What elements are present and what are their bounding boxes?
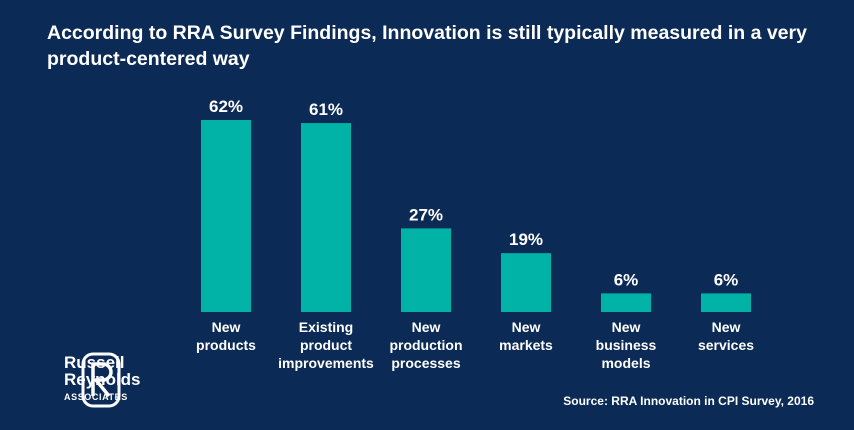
- category-label-5: New services: [698, 319, 754, 353]
- bar-4: [601, 293, 651, 312]
- bar-1: [301, 123, 351, 312]
- bar-value-label-3: 19%: [509, 230, 543, 249]
- bar-value-label-5: 6%: [714, 270, 739, 289]
- logo-line-2: Reynolds: [64, 370, 141, 389]
- russell-reynolds-logo-icon: [81, 352, 121, 408]
- bar-value-label-1: 61%: [309, 100, 343, 119]
- bar-value-label-2: 27%: [409, 205, 443, 224]
- bar-5: [701, 293, 751, 312]
- bar-3: [501, 253, 551, 312]
- category-label-4: New business models: [596, 319, 657, 371]
- source-note: Source: RRA Innovation in CPI Survey, 20…: [563, 394, 814, 408]
- bar-2: [401, 228, 451, 312]
- logo-line-3: ASSOCIATES: [64, 392, 128, 402]
- category-label-1: Existing product improvements: [278, 319, 374, 371]
- logo-line-1: Russell: [64, 353, 125, 372]
- logo-wordmark: Russell Reynolds ASSOCIATES: [64, 354, 141, 402]
- bar-0: [201, 120, 251, 312]
- category-label-2: New production processes: [389, 319, 462, 371]
- category-label-3: New markets: [499, 319, 553, 353]
- chart-title: According to RRA Survey Findings, Innova…: [47, 22, 807, 70]
- category-label-0: New products: [196, 319, 256, 353]
- bar-value-label-0: 62%: [209, 97, 243, 116]
- bar-value-label-4: 6%: [614, 270, 639, 289]
